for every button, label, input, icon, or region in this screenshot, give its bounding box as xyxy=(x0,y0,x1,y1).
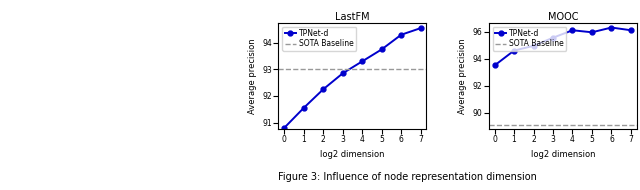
TPNet-d xyxy=(607,26,615,29)
TPNet-d xyxy=(339,72,346,74)
TPNet-d xyxy=(280,127,288,129)
Legend: TPNet-d, SOTA Baseline: TPNet-d, SOTA Baseline xyxy=(282,27,356,51)
SOTA Baseline xyxy=(300,68,308,70)
TPNet-d xyxy=(627,29,635,31)
Title: LastFM: LastFM xyxy=(335,12,370,22)
Legend: TPNet-d, SOTA Baseline: TPNet-d, SOTA Baseline xyxy=(493,27,566,51)
Y-axis label: Average precision: Average precision xyxy=(248,38,257,114)
TPNet-d xyxy=(530,45,538,47)
TPNet-d xyxy=(491,64,499,67)
TPNet-d xyxy=(300,107,308,109)
X-axis label: log2 dimension: log2 dimension xyxy=(320,150,385,159)
Line: TPNet-d: TPNet-d xyxy=(492,25,634,68)
Text: Figure 3: Influence of node representation dimension: Figure 3: Influence of node representati… xyxy=(278,172,537,182)
TPNet-d xyxy=(569,29,577,31)
SOTA Baseline xyxy=(280,68,288,70)
TPNet-d xyxy=(549,36,557,39)
Title: MOOC: MOOC xyxy=(547,12,578,22)
SOTA Baseline xyxy=(510,124,518,126)
SOTA Baseline xyxy=(491,124,499,126)
TPNet-d xyxy=(319,88,327,90)
TPNet-d xyxy=(510,49,518,52)
Line: TPNet-d: TPNet-d xyxy=(282,26,423,130)
TPNet-d xyxy=(378,48,385,51)
TPNet-d xyxy=(417,27,424,29)
TPNet-d xyxy=(588,31,596,33)
Y-axis label: Average precision: Average precision xyxy=(458,38,467,114)
X-axis label: log2 dimension: log2 dimension xyxy=(531,150,595,159)
TPNet-d xyxy=(358,60,366,63)
TPNet-d xyxy=(397,34,405,36)
